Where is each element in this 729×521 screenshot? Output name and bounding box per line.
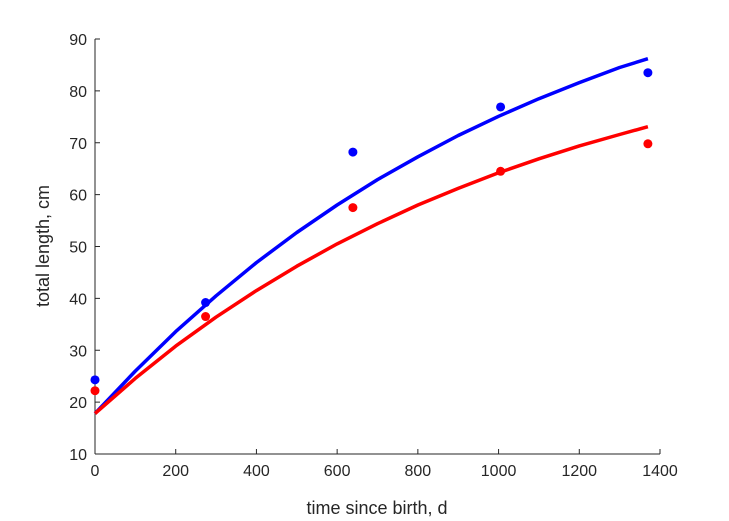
data-point-series-1 <box>348 147 358 157</box>
y-tick-label: 30 <box>69 343 87 360</box>
data-point-series-1 <box>90 375 100 385</box>
x-tick-label: 1000 <box>481 463 517 480</box>
y-tick-label: 10 <box>69 447 87 464</box>
data-point-series-2 <box>90 386 100 396</box>
y-tick-label: 90 <box>69 32 87 49</box>
x-tick-label: 0 <box>91 463 100 480</box>
y-tick-label: 40 <box>69 291 87 308</box>
x-tick-label: 400 <box>243 463 270 480</box>
y-tick-label: 60 <box>69 188 87 205</box>
data-point-series-2 <box>496 166 506 176</box>
x-ticks: 0 200 400 600 800 1000 1200 1400 <box>91 449 678 480</box>
data-point-series-2 <box>201 312 211 322</box>
data-point-series-1 <box>643 68 653 78</box>
x-tick-label: 600 <box>324 463 351 480</box>
y-tick-label: 50 <box>69 240 87 257</box>
data-points <box>90 68 653 396</box>
data-point-series-2 <box>348 203 358 213</box>
y-tick-label: 20 <box>69 395 87 412</box>
data-point-series-1 <box>496 102 506 112</box>
fit-lines <box>93 57 649 415</box>
x-tick-label: 1400 <box>642 463 678 480</box>
x-tick-label: 1200 <box>561 463 597 480</box>
x-axis-title: time since birth, d <box>306 498 447 518</box>
data-point-series-1 <box>201 298 211 308</box>
x-tick-label: 200 <box>162 463 189 480</box>
axes <box>94 39 660 455</box>
y-ticks: 10 20 30 40 50 60 70 80 90 <box>69 32 100 464</box>
fit-line-series-2 <box>93 125 649 415</box>
fit-line-series-1 <box>93 57 649 415</box>
data-point-series-2 <box>643 139 653 149</box>
y-tick-label: 70 <box>69 136 87 153</box>
x-tick-label: 800 <box>405 463 432 480</box>
y-tick-label: 80 <box>69 84 87 101</box>
y-axis-title: total length, cm <box>33 185 53 307</box>
